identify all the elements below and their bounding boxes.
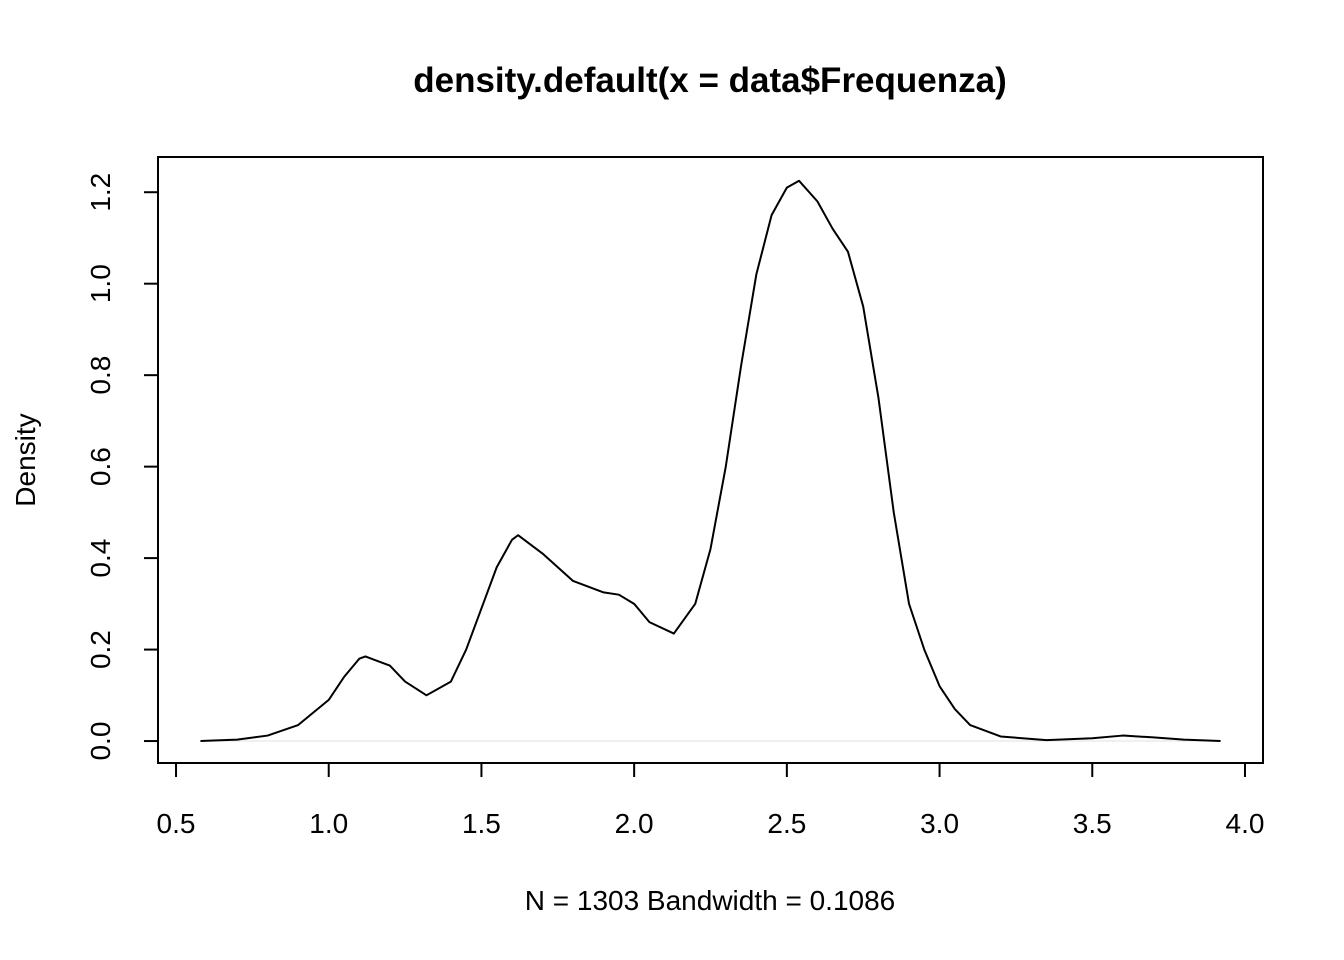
y-tick-label: 1.2 xyxy=(85,173,116,212)
x-tick-label: 4.0 xyxy=(1226,808,1265,839)
x-tick-label: 2.5 xyxy=(767,808,806,839)
y-tick-label: 0.8 xyxy=(85,356,116,395)
y-tick-label: 0.2 xyxy=(85,630,116,669)
x-tick-label: 0.5 xyxy=(157,808,196,839)
chart-title: density.default(x = data$Frequenza) xyxy=(413,61,1007,100)
y-tick-label: 0.0 xyxy=(85,722,116,761)
plot-frame xyxy=(157,156,1264,764)
x-tick-label: 3.5 xyxy=(1073,808,1112,839)
x-tick-label: 2.0 xyxy=(615,808,654,839)
y-tick-label: 0.4 xyxy=(85,539,116,578)
x-tick-label: 1.5 xyxy=(462,808,501,839)
x-tick-label: 1.0 xyxy=(309,808,348,839)
x-axis-label: N = 1303 Bandwidth = 0.1086 xyxy=(525,885,896,916)
y-tick-label: 1.0 xyxy=(85,264,116,303)
y-axis-label: Density xyxy=(10,413,41,506)
x-tick-label: 3.0 xyxy=(920,808,959,839)
y-tick-label: 0.6 xyxy=(85,447,116,486)
density-line xyxy=(200,179,1221,743)
